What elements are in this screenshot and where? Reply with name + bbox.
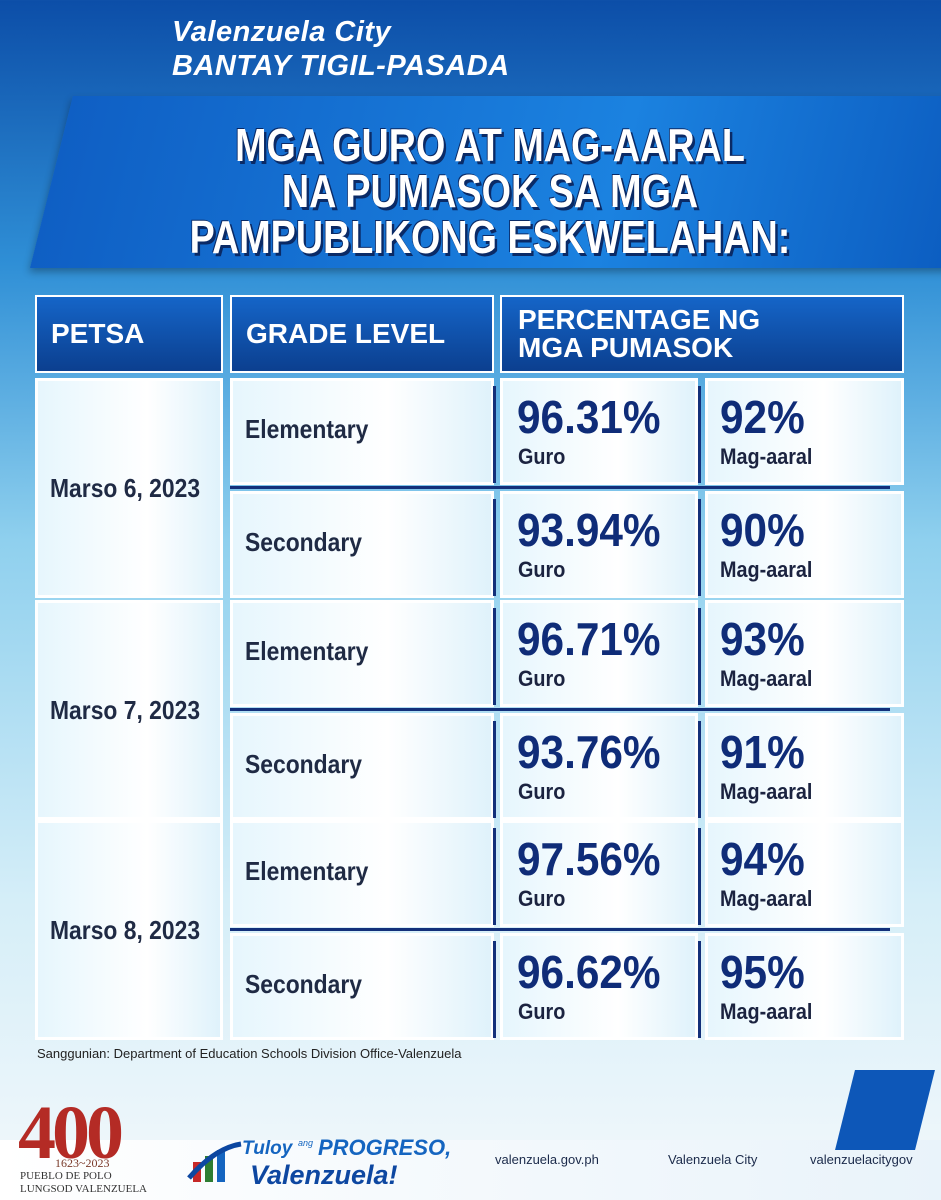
students-label: Mag-aaral xyxy=(720,444,813,469)
teachers-cell xyxy=(500,933,698,1040)
teachers-label: Guro xyxy=(518,886,566,911)
date-cell xyxy=(35,378,223,598)
level-cell xyxy=(230,713,494,820)
teachers-cell xyxy=(500,713,698,820)
level-cell xyxy=(230,820,494,927)
students-label: Mag-aaral xyxy=(720,779,813,804)
teachers-label: Guro xyxy=(518,444,566,469)
teachers-label: Guro xyxy=(518,779,566,804)
students-percent: 95% xyxy=(720,946,805,998)
teachers-cell xyxy=(500,600,698,707)
grade-level: Elementary xyxy=(245,636,369,666)
students-label: Mag-aaral xyxy=(720,666,813,691)
level-cell xyxy=(230,600,494,707)
divider xyxy=(698,608,701,705)
date-cell xyxy=(35,820,223,1040)
level-cell xyxy=(230,491,494,598)
title-line: NA PUMASOK SA MGA xyxy=(281,165,699,217)
divider xyxy=(698,941,701,1038)
students-label: Mag-aaral xyxy=(720,557,813,582)
teachers-percent: 96.71% xyxy=(517,613,661,665)
teachers-percent: 93.76% xyxy=(517,726,661,778)
date: Marso 7, 2023 xyxy=(50,695,201,725)
decor xyxy=(835,1070,935,1150)
slogan-icon xyxy=(187,1141,242,1182)
source: Sanggunian: Department of Education Scho… xyxy=(37,1046,462,1061)
students-cell xyxy=(705,491,904,598)
website: valenzuela.gov.ph xyxy=(495,1152,599,1167)
divider xyxy=(698,386,701,483)
logo-number: 400 xyxy=(18,1091,124,1175)
header-cell: PERCENTAGE NG MGA PUMASOK xyxy=(500,295,904,373)
slogan: Valenzuela! xyxy=(250,1160,398,1190)
header-cell: PETSA xyxy=(35,295,223,373)
divider xyxy=(493,941,496,1038)
divider xyxy=(230,486,890,489)
divider xyxy=(493,721,496,818)
facebook: Valenzuela City xyxy=(668,1152,758,1167)
teachers-cell xyxy=(500,820,698,927)
students-cell xyxy=(705,820,904,927)
divider xyxy=(230,708,890,711)
date-cell xyxy=(35,600,223,820)
header-cell: GRADE LEVEL xyxy=(230,295,494,373)
title-line: PAMPUBLIKONG ESKWELAHAN: xyxy=(189,211,791,263)
divider xyxy=(698,828,701,925)
divider xyxy=(493,386,496,483)
grade-level: Secondary xyxy=(245,527,362,557)
program: BANTAY TIGIL-PASADA xyxy=(172,50,510,82)
students-cell xyxy=(705,713,904,820)
level-cell xyxy=(230,378,494,485)
teachers-percent: 96.62% xyxy=(517,946,661,998)
teachers-label: Guro xyxy=(518,557,566,582)
teachers-label: Guro xyxy=(518,999,566,1024)
teachers-percent: 97.56% xyxy=(517,833,661,885)
slogan: PROGRESO, xyxy=(318,1135,452,1160)
teachers-percent: 93.94% xyxy=(517,504,661,556)
logo-years: 1623~2023 xyxy=(55,1156,110,1170)
footer-band xyxy=(0,1140,941,1200)
students-percent: 90% xyxy=(720,504,805,556)
teachers-percent: 96.31% xyxy=(517,391,661,443)
grade-level: Elementary xyxy=(245,856,369,886)
grade-level: Elementary xyxy=(245,414,369,444)
social: valenzuelacitygov xyxy=(810,1152,913,1167)
students-cell xyxy=(705,600,904,707)
date: Marso 6, 2023 xyxy=(50,473,201,503)
logo-line: LUNGSOD VALENZUELA xyxy=(20,1183,148,1195)
students-label: Mag-aaral xyxy=(720,999,813,1024)
logo-line: PUEBLO DE POLO xyxy=(20,1170,112,1182)
divider xyxy=(698,499,701,596)
students-cell xyxy=(705,933,904,1040)
teachers-label: Guro xyxy=(518,666,566,691)
students-percent: 94% xyxy=(720,833,805,885)
level-cell xyxy=(230,933,494,1040)
teachers-cell xyxy=(500,378,698,485)
divider xyxy=(493,499,496,596)
title-line: MGA GURO AT MAG-AARAL xyxy=(235,119,745,171)
grade-level: Secondary xyxy=(245,749,362,779)
divider xyxy=(230,928,890,931)
slogan: Tuloy xyxy=(242,1138,293,1159)
students-percent: 93% xyxy=(720,613,805,665)
students-percent: 92% xyxy=(720,391,805,443)
teachers-cell xyxy=(500,491,698,598)
date: Marso 8, 2023 xyxy=(50,915,201,945)
divider xyxy=(493,608,496,705)
grade-level: Secondary xyxy=(245,969,362,999)
students-label: Mag-aaral xyxy=(720,886,813,911)
divider xyxy=(493,828,496,925)
slogan: ang xyxy=(298,1138,314,1148)
city: Valenzuela City xyxy=(172,16,392,48)
divider xyxy=(698,721,701,818)
students-cell xyxy=(705,378,904,485)
students-percent: 91% xyxy=(720,726,805,778)
